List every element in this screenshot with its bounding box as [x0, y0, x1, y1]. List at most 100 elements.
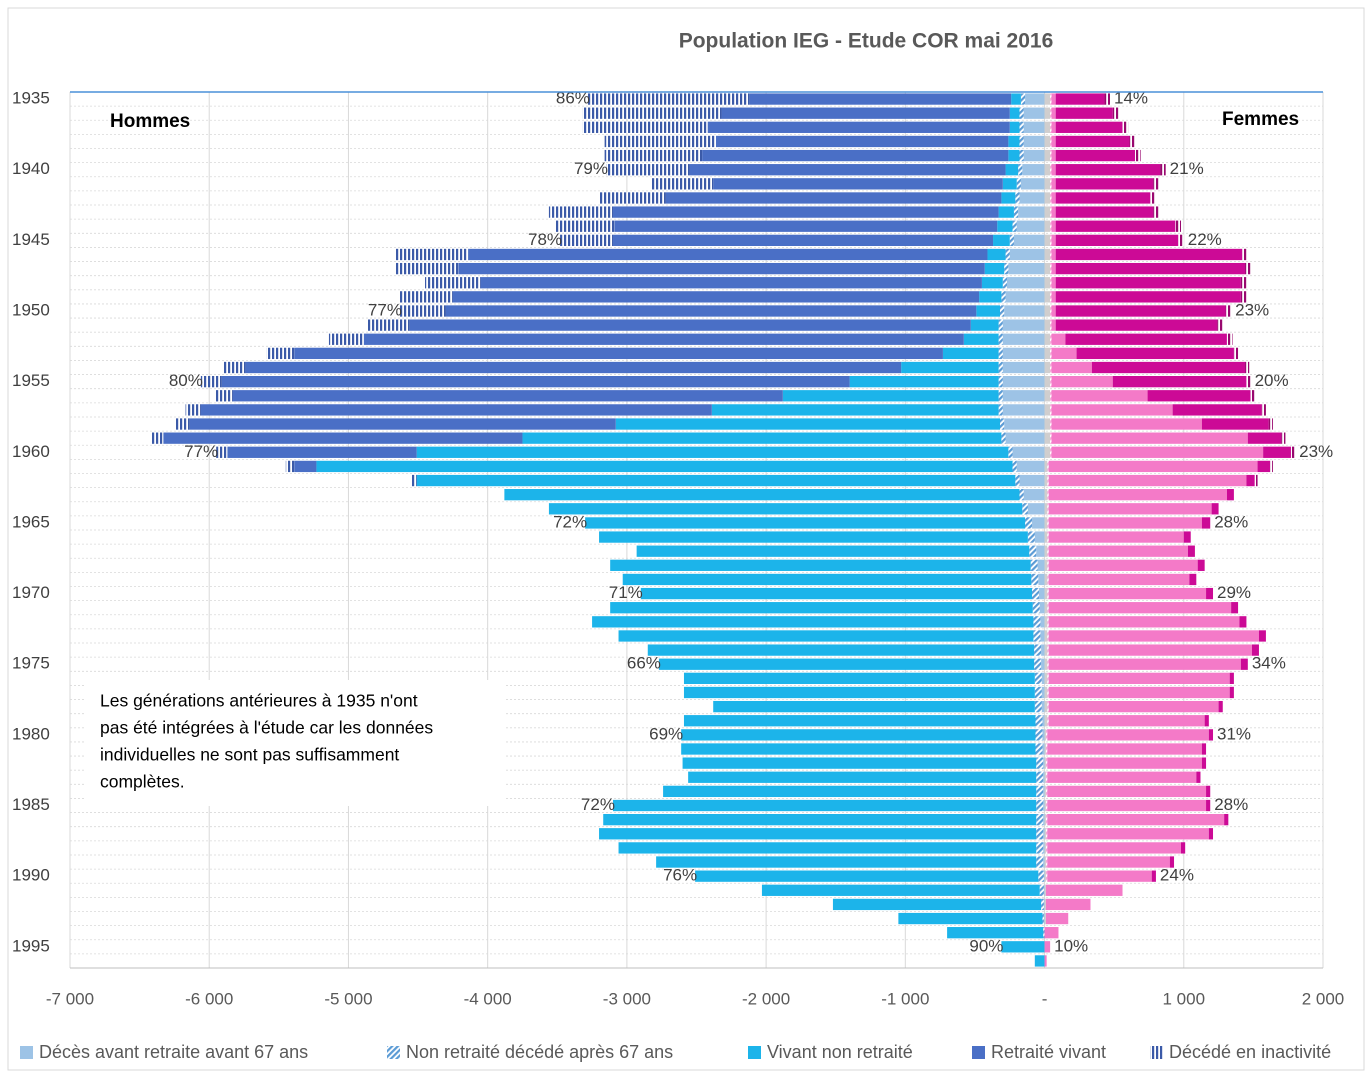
y-tick-label: 1995 — [12, 936, 50, 955]
bar-segment — [1000, 418, 1005, 430]
bar-segment — [1263, 446, 1291, 458]
bar-segment — [715, 135, 1009, 148]
bar-segment — [1048, 559, 1198, 571]
bar-segment — [1050, 277, 1052, 289]
bar-segment — [1206, 587, 1214, 600]
bar-segment — [1226, 489, 1234, 501]
bar-segment — [1201, 517, 1211, 529]
bar-segment — [640, 587, 1033, 600]
bar-segment — [721, 107, 1010, 119]
bar-segment — [1048, 573, 1190, 586]
bar-segment — [1229, 672, 1234, 685]
bar-segment — [1034, 955, 1045, 967]
bar-segment — [1025, 517, 1033, 529]
bar-segment — [1027, 531, 1035, 543]
bar-segment — [1153, 178, 1159, 190]
bar-segment — [1002, 404, 1045, 416]
women-percent-label: 31% — [1217, 724, 1251, 743]
bar-segment — [656, 856, 1037, 868]
bar-segment — [1045, 870, 1048, 882]
x-tick-label: -3 000 — [603, 989, 651, 1008]
bar-segment — [782, 390, 999, 402]
bar-segment — [1047, 587, 1049, 600]
bar-segment — [1047, 573, 1049, 586]
bar-segment — [1206, 799, 1211, 812]
bar-segment — [1055, 220, 1176, 232]
bar-segment — [1051, 432, 1248, 444]
bar-segment — [1041, 644, 1045, 656]
bar-segment — [1004, 262, 1009, 275]
bar-segment — [682, 757, 1037, 769]
chart-title: Population IEG - Etude COR mai 2016 — [679, 30, 1054, 53]
bar-segment — [1044, 164, 1051, 176]
bar-segment — [1055, 277, 1241, 289]
bar-segment — [998, 206, 1014, 218]
bar-segment — [1044, 305, 1051, 317]
bar-segment — [1005, 291, 1045, 303]
bar-segment — [1036, 757, 1044, 769]
bar-segment — [1150, 192, 1156, 204]
bar-segment — [1018, 164, 1023, 176]
bar-segment — [1047, 602, 1049, 614]
bar-segment — [998, 319, 1003, 331]
women-percent-label: 22% — [1188, 230, 1222, 249]
bar-segment — [1043, 842, 1045, 854]
bar-segment — [1012, 220, 1017, 232]
bar-segment — [1051, 149, 1056, 162]
bar-segment — [1183, 531, 1191, 543]
bar-segment — [942, 347, 999, 360]
bar-segment — [1051, 418, 1202, 430]
legend-label: Décès avant retraite avant 67 ans — [39, 1042, 308, 1062]
bar-segment — [1048, 715, 1205, 727]
bar-segment — [1047, 700, 1049, 713]
bar-segment — [1032, 517, 1045, 529]
bar-segment — [582, 121, 708, 133]
bar-segment — [1050, 432, 1052, 444]
bar-segment — [1032, 602, 1040, 614]
bar-segment — [599, 828, 1037, 840]
legend-swatch — [20, 1046, 33, 1059]
bar-segment — [1050, 234, 1052, 247]
bar-segment — [599, 192, 666, 204]
bar-segment — [1044, 149, 1051, 162]
y-tick-label: 1935 — [12, 89, 50, 108]
bar-segment — [1044, 277, 1051, 289]
bar-segment — [1048, 616, 1240, 628]
men-percent-label: 86% — [556, 89, 590, 108]
bar-segment — [1055, 319, 1218, 331]
bar-segment — [1055, 234, 1179, 247]
bar-segment — [1044, 474, 1048, 487]
bar-segment — [1036, 799, 1044, 812]
bar-segment — [1043, 898, 1045, 911]
labels: -7 000 -6 000 -5 000 -4 000 -3 000 -2 000 -1 0… — [12, 89, 1344, 1009]
bar-segment — [981, 277, 1003, 289]
bar-segment — [1240, 291, 1247, 303]
bar-segment — [1257, 460, 1271, 473]
bar-segment — [1048, 700, 1219, 713]
bar-segment — [1043, 785, 1045, 798]
bar-segment — [1000, 305, 1005, 317]
bar-segment — [1025, 93, 1045, 105]
legend-label: Retraité vivant — [991, 1042, 1106, 1062]
y-tick-label: 1990 — [12, 866, 50, 885]
bar-segment — [689, 164, 1006, 176]
bar-segment — [1055, 107, 1113, 119]
bar-segment — [1044, 941, 1051, 953]
bar-segment — [1002, 178, 1017, 190]
bar-segment — [1036, 828, 1044, 840]
bar-segment — [1023, 121, 1045, 133]
bar-segment — [1044, 813, 1046, 826]
bar-segment — [1051, 277, 1056, 289]
bar-segment — [1015, 474, 1020, 487]
bar-segment — [976, 305, 1001, 317]
bar-segment — [1044, 898, 1046, 911]
bar-segment — [1044, 347, 1051, 360]
y-tick-label: 1965 — [12, 512, 50, 531]
bar-segment — [1197, 559, 1205, 571]
bar-segment — [610, 559, 1031, 571]
x-tick-label: 2 000 — [1302, 989, 1345, 1008]
women-percent-label: 20% — [1255, 371, 1289, 390]
bar-segment — [1045, 912, 1069, 925]
bar-segment — [1001, 291, 1006, 303]
